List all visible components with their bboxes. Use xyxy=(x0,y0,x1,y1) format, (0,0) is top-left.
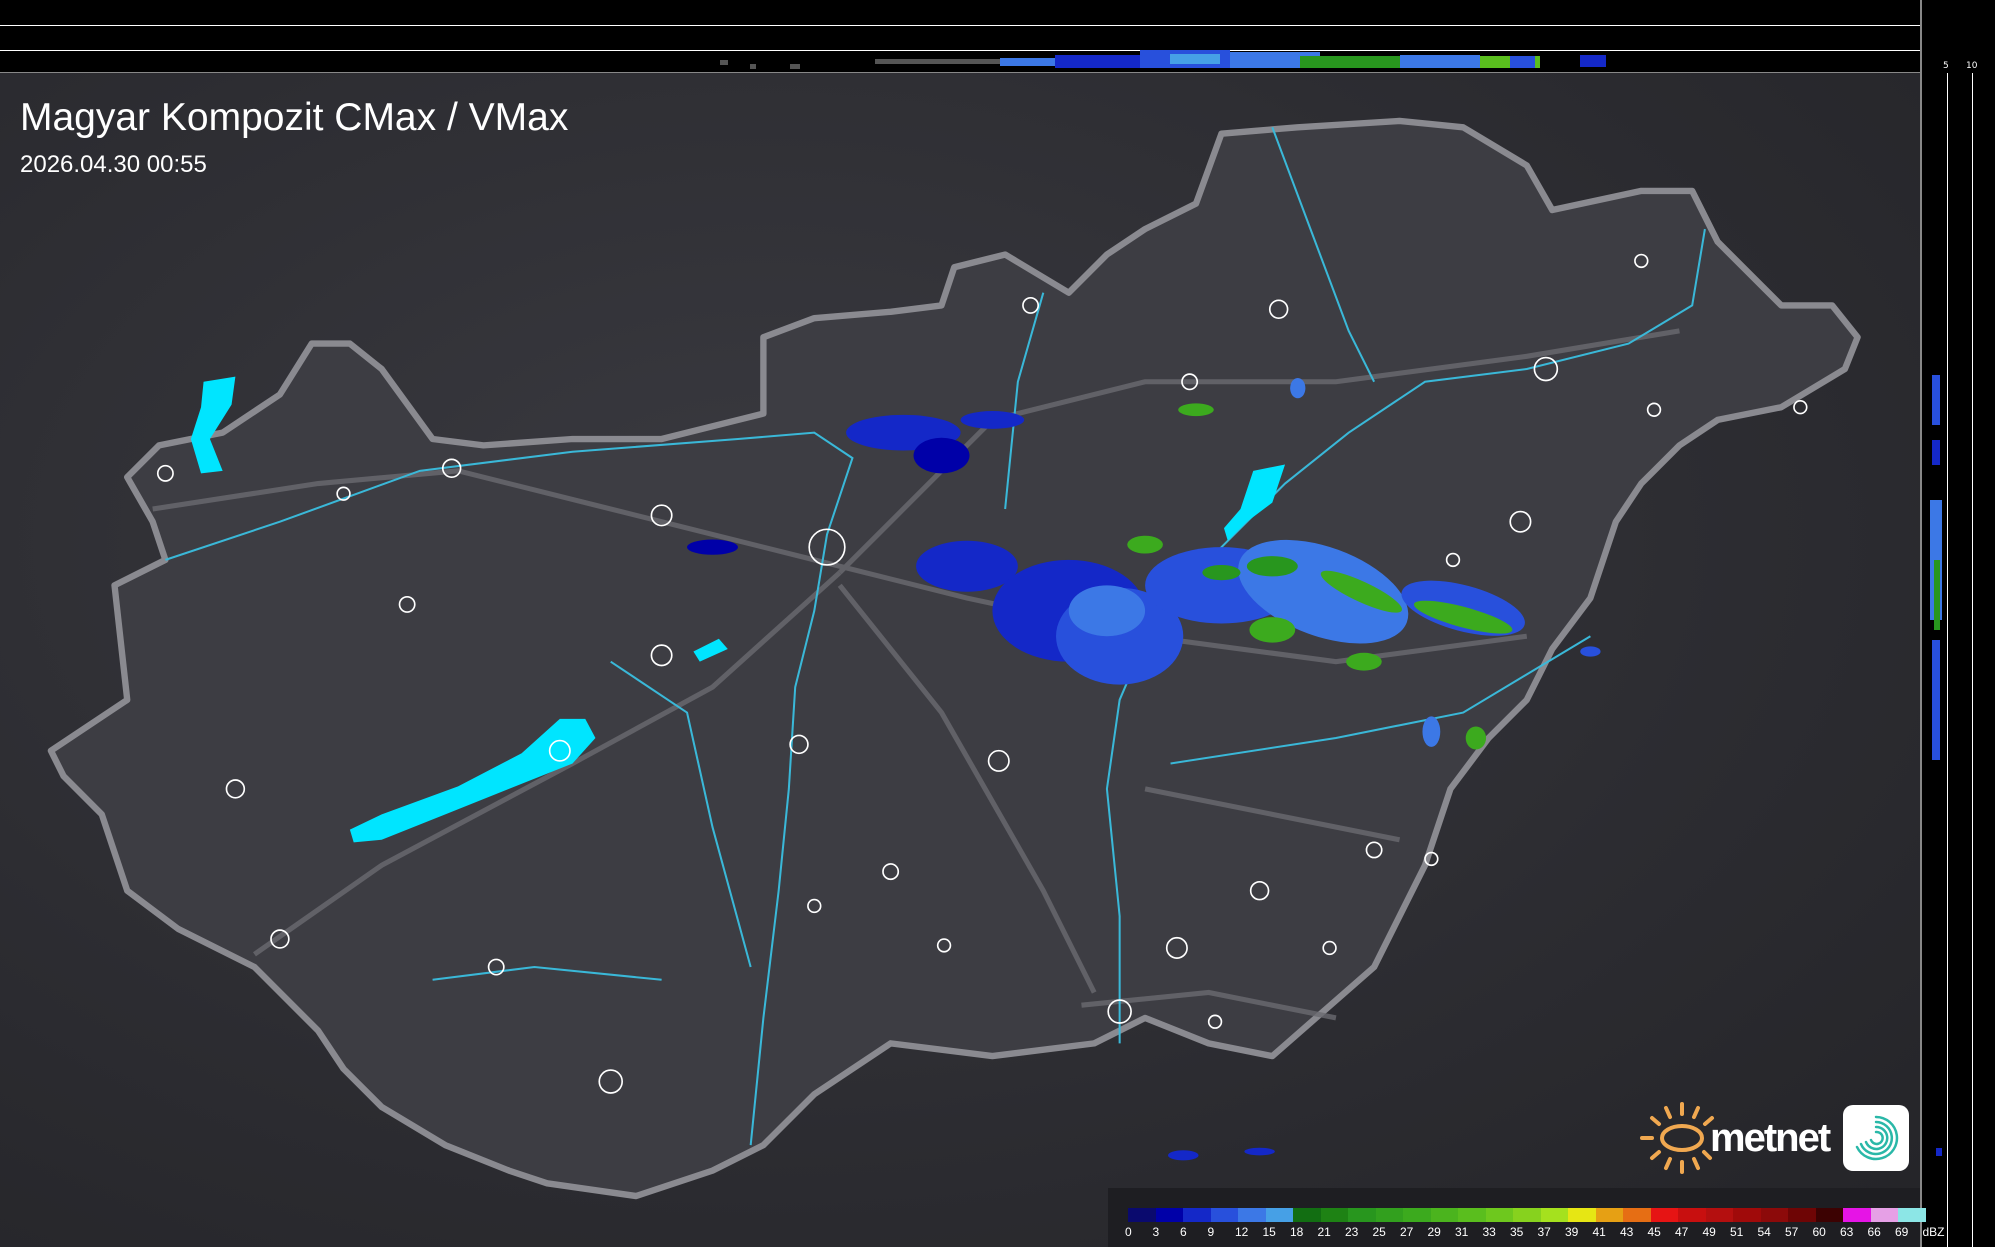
legend-label: 29 xyxy=(1427,1225,1441,1239)
rivers xyxy=(165,126,1706,1146)
legend-label: 49 xyxy=(1702,1225,1716,1239)
settlements xyxy=(156,253,1808,1094)
legend-label: 31 xyxy=(1455,1225,1469,1239)
legend-label: 33 xyxy=(1482,1225,1496,1239)
legend-swatch xyxy=(1705,1208,1733,1222)
map-title: Magyar Kompozit CMax / VMax xyxy=(20,96,569,139)
legend-label: 37 xyxy=(1537,1225,1551,1239)
side-axis-label-5: 5 xyxy=(1943,61,1949,71)
legend-swatch xyxy=(1403,1208,1431,1222)
legend-swatch xyxy=(1183,1208,1211,1222)
profile-gridline-10 xyxy=(0,25,1922,26)
lakes xyxy=(190,376,1286,843)
swirl-logo-icon xyxy=(1843,1105,1910,1171)
top-profile-echoes xyxy=(720,50,1606,69)
radar-echoes xyxy=(687,377,1601,1161)
legend-label: 21 xyxy=(1317,1225,1331,1239)
legend-label: 6 xyxy=(1180,1225,1187,1239)
legend-label: 35 xyxy=(1510,1225,1524,1239)
legend-label: 60 xyxy=(1812,1225,1826,1239)
logo-text: metnet xyxy=(1710,1115,1831,1160)
legend-swatch xyxy=(1568,1208,1596,1222)
side-gridline-5 xyxy=(1947,73,1948,1247)
side-profile-echoes xyxy=(1930,375,1942,1156)
legend-label: 57 xyxy=(1785,1225,1799,1239)
legend-label: 27 xyxy=(1400,1225,1414,1239)
map-timestamp: 2026.04.30 00:55 xyxy=(20,151,207,178)
legend-label: 63 xyxy=(1840,1225,1854,1239)
tisza-river xyxy=(1105,228,1706,1044)
legend-labels: 0 3 6 9 12 15 18 21 23 25 27 29 31 33 35 37 39 41 43 45 47 49… xyxy=(1125,1225,1953,1239)
radar-map[interactable] xyxy=(0,73,1920,1247)
legend-label: 0 xyxy=(1125,1225,1132,1239)
legend-swatch xyxy=(1513,1208,1541,1222)
legend-swatch xyxy=(1320,1208,1348,1222)
legend-label: 69 xyxy=(1895,1225,1909,1239)
legend-swatch xyxy=(1540,1208,1568,1222)
legend-label: 41 xyxy=(1592,1225,1606,1239)
legend-label: 54 xyxy=(1757,1225,1771,1239)
legend-swatch xyxy=(1265,1208,1293,1222)
legend-label: 51 xyxy=(1730,1225,1744,1239)
hungary-map xyxy=(47,117,1861,1200)
legend-swatch xyxy=(1760,1208,1788,1222)
legend-label: 15 xyxy=(1262,1225,1276,1239)
legend-label: 47 xyxy=(1675,1225,1689,1239)
legend-swatch xyxy=(1650,1208,1678,1222)
legend-swatch xyxy=(1623,1208,1651,1222)
legend-swatch xyxy=(1898,1208,1926,1222)
legend-swatch xyxy=(1485,1208,1513,1222)
legend-color-bar xyxy=(1128,1208,1926,1222)
metnet-logo: metnet xyxy=(1636,1100,1910,1176)
hungary-outline xyxy=(47,117,1861,1200)
legend-swatch xyxy=(1595,1208,1623,1222)
lake-balaton xyxy=(349,718,596,843)
legend-swatch xyxy=(1678,1208,1706,1222)
legend-swatch xyxy=(1293,1208,1321,1222)
sun-logo-icon xyxy=(1640,1102,1714,1174)
legend-swatch xyxy=(1348,1208,1376,1222)
side-vertical-profile xyxy=(1922,0,1995,1247)
legend-label: 18 xyxy=(1290,1225,1304,1239)
legend-label: 45 xyxy=(1647,1225,1661,1239)
legend-swatch xyxy=(1128,1208,1156,1222)
legend-label: 23 xyxy=(1345,1225,1359,1239)
legend-swatch xyxy=(1733,1208,1761,1222)
legend-swatch xyxy=(1430,1208,1458,1222)
legend-unit: dBZ xyxy=(1922,1225,1945,1239)
dbz-legend: 0 3 6 9 12 15 18 21 23 25 27 29 31 33 35 37 39 41 43 45 47 49… xyxy=(1108,1188,1945,1247)
legend-swatch xyxy=(1375,1208,1403,1222)
legend-swatch xyxy=(1843,1208,1871,1222)
legend-label: 43 xyxy=(1620,1225,1634,1239)
top-vertical-profile xyxy=(0,0,1995,74)
lake-velence xyxy=(693,638,728,662)
legend-swatch xyxy=(1210,1208,1238,1222)
legend-label: 9 xyxy=(1207,1225,1215,1239)
profile-gridline-5 xyxy=(0,50,1922,51)
danube-river xyxy=(165,431,854,1146)
legend-swatch xyxy=(1458,1208,1486,1222)
profile-divider-vertical xyxy=(1920,0,1922,1247)
lake-tisza xyxy=(1223,464,1286,541)
side-gridline-10 xyxy=(1972,73,1973,1247)
legend-label: 3 xyxy=(1152,1225,1160,1239)
legend-label: 12 xyxy=(1235,1225,1249,1239)
legend-label: 66 xyxy=(1867,1225,1881,1239)
lake-ferto xyxy=(190,376,236,474)
legend-swatch xyxy=(1788,1208,1816,1222)
legend-swatch xyxy=(1815,1208,1843,1222)
legend-label: 25 xyxy=(1372,1225,1386,1239)
side-axis-label-10: 10 xyxy=(1966,61,1978,71)
legend-swatch xyxy=(1870,1208,1898,1222)
legend-label: 39 xyxy=(1565,1225,1579,1239)
legend-swatch xyxy=(1155,1208,1183,1222)
legend-swatch xyxy=(1238,1208,1266,1222)
